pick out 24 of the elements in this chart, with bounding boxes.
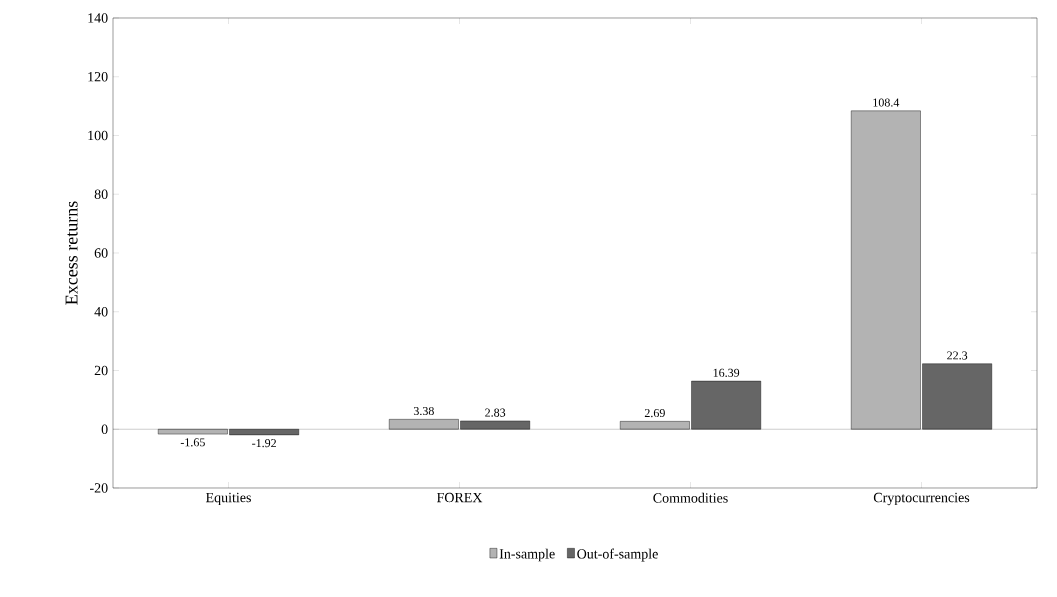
y-tick-label: 80 [94,189,108,199]
y-tick-label: 140 [88,13,108,23]
y-tick-label: -20 [89,483,108,493]
y-tick-label: 40 [94,307,108,317]
data-label: 2.83 [485,408,506,417]
x-tick-label: Cryptocurrencies [873,492,970,506]
y-tick-label: 100 [88,130,108,141]
data-label: 22.3 [947,351,968,360]
data-label: -1.65 [180,438,205,447]
x-tick-label: Equities [205,492,251,506]
y-tick-label: 120 [88,72,108,82]
x-tick-label: FOREX [436,492,483,503]
y-tick-label: 60 [94,248,108,258]
legend-label: In-sample [499,548,555,562]
x-tick-label: Commodities [653,492,728,503]
legend-label: Out-of-sample [577,548,658,562]
y-axis-title: Excess returns [65,201,78,305]
y-tick-label: 0 [101,424,108,434]
data-label: -1.92 [252,439,276,448]
data-label: 108.4 [873,98,900,107]
y-tick-label: 20 [94,365,108,376]
data-label: 2.69 [644,409,665,418]
data-label: 16.39 [713,368,740,377]
data-label: 3.38 [413,406,434,416]
